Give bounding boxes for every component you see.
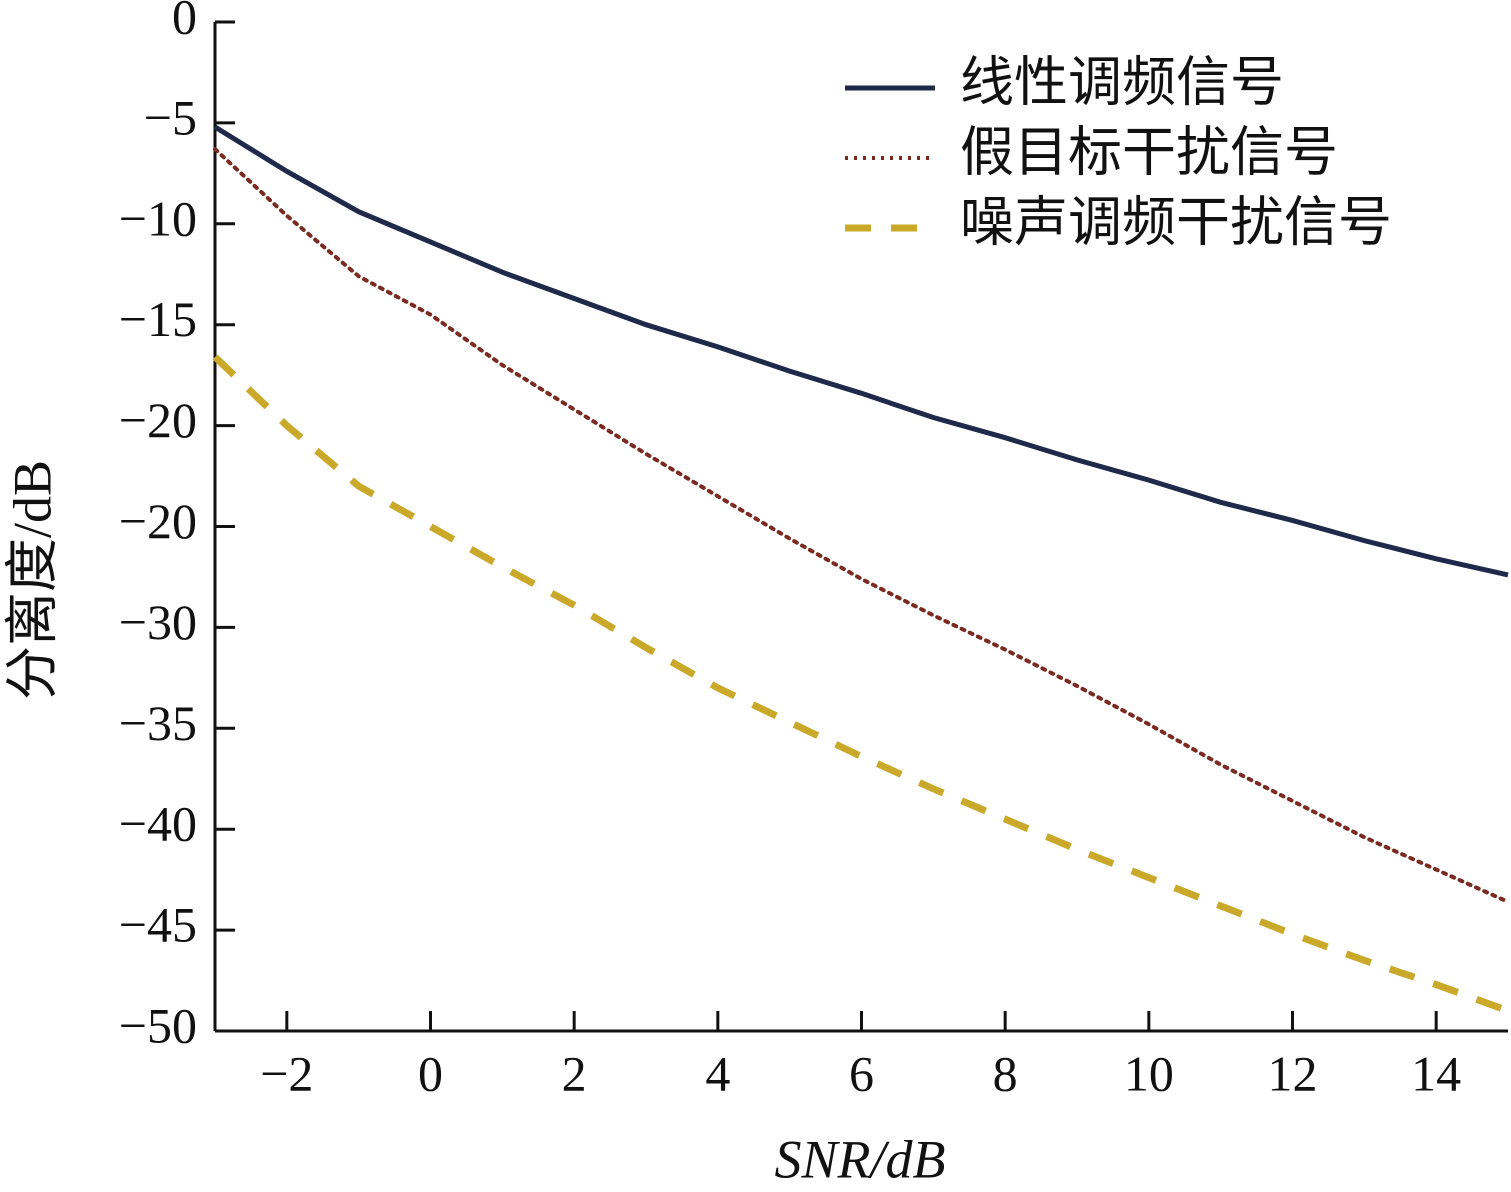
y-tick-label: −30 (119, 594, 197, 650)
y-tick-label: −35 (119, 695, 197, 751)
x-axis-label: SNR/dB (775, 1129, 946, 1189)
y-axis-label: 分离度/dB (2, 460, 62, 700)
x-tick-label: 12 (1268, 1045, 1318, 1101)
legend-label: 线性调频信号 (960, 52, 1284, 112)
x-tick-label: 6 (849, 1045, 874, 1101)
y-tick-label: −5 (144, 89, 197, 145)
x-tick-label: −2 (260, 1045, 313, 1101)
series-line (212, 354, 1510, 1015)
x-tick-label: 2 (562, 1045, 587, 1101)
y-tick-label: −45 (119, 897, 197, 953)
y-tick-label: −20 (119, 493, 197, 549)
series-line (213, 147, 1510, 904)
y-tick-label: −20 (119, 392, 197, 448)
y-tick-label: 0 (172, 0, 197, 44)
y-tick-label: −10 (119, 190, 197, 246)
x-tick-label: 14 (1411, 1045, 1461, 1101)
y-tick-label: −15 (119, 291, 197, 347)
series-line (213, 124, 1509, 578)
legend-label: 噪声调频干扰信号 (960, 192, 1392, 252)
y-tick-label: −40 (119, 796, 197, 852)
x-tick-label: 10 (1124, 1045, 1174, 1101)
x-tick-label: 8 (993, 1045, 1018, 1101)
x-tick-label: 0 (418, 1045, 443, 1101)
y-tick-label: −50 (119, 997, 197, 1053)
legend-label: 假目标干扰信号 (960, 122, 1338, 182)
x-tick-label: 4 (705, 1045, 730, 1101)
